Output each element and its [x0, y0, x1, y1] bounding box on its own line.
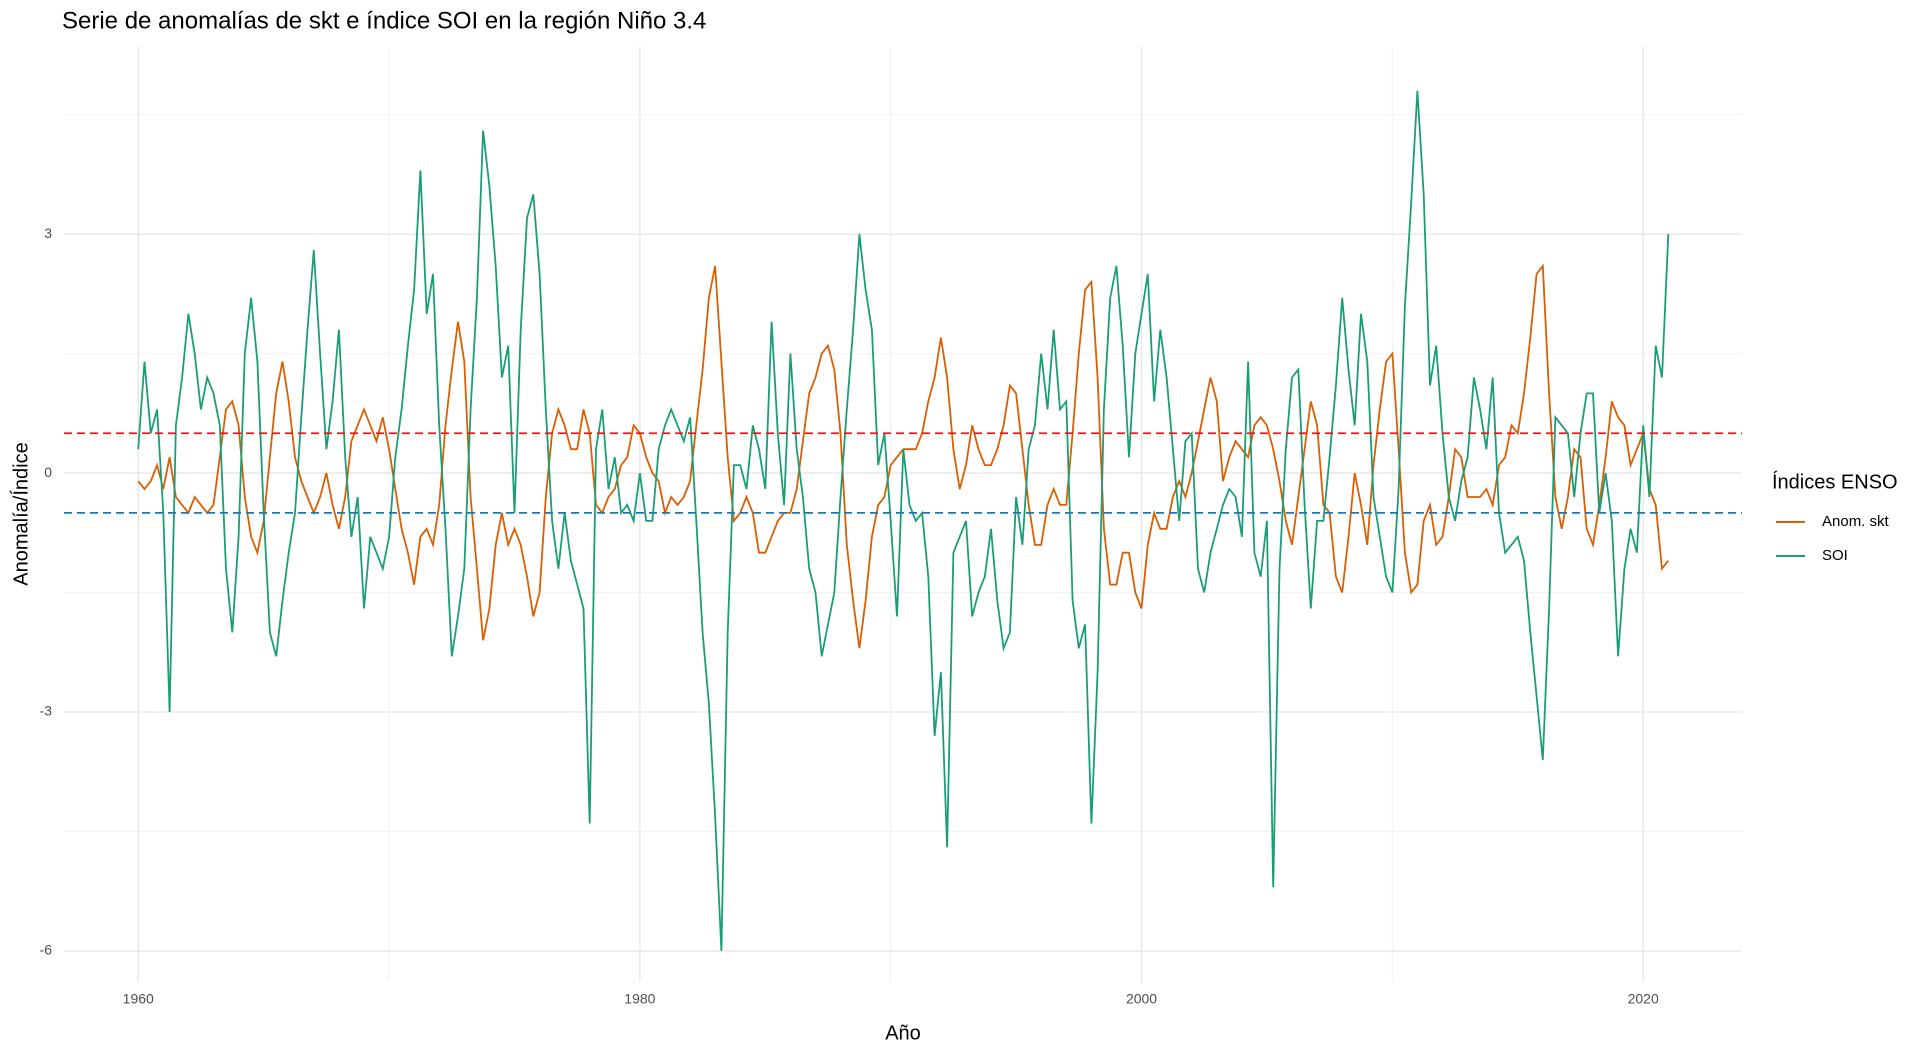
y-axis-label: Anomalía/Índice	[9, 442, 32, 585]
x-tick-label: 1980	[624, 991, 655, 1007]
x-tick-label: 2000	[1126, 991, 1157, 1007]
chart-title: Serie de anomalías de skt e índice SOI e…	[62, 7, 706, 34]
x-tick-label: 1960	[123, 991, 154, 1007]
series-line	[137, 90, 1670, 951]
y-tick-label: 0	[44, 464, 52, 480]
legend-label: SOI	[1822, 547, 1848, 564]
y-tick-label: -3	[40, 703, 53, 719]
legend-title: Índices ENSO	[1772, 470, 1898, 493]
x-tick-label: 2020	[1628, 991, 1659, 1007]
y-tick-label: 3	[44, 225, 52, 241]
x-axis-label: Año	[885, 1022, 921, 1044]
legend-label: Anom. skt	[1822, 513, 1890, 530]
y-tick-label: -6	[40, 942, 53, 958]
